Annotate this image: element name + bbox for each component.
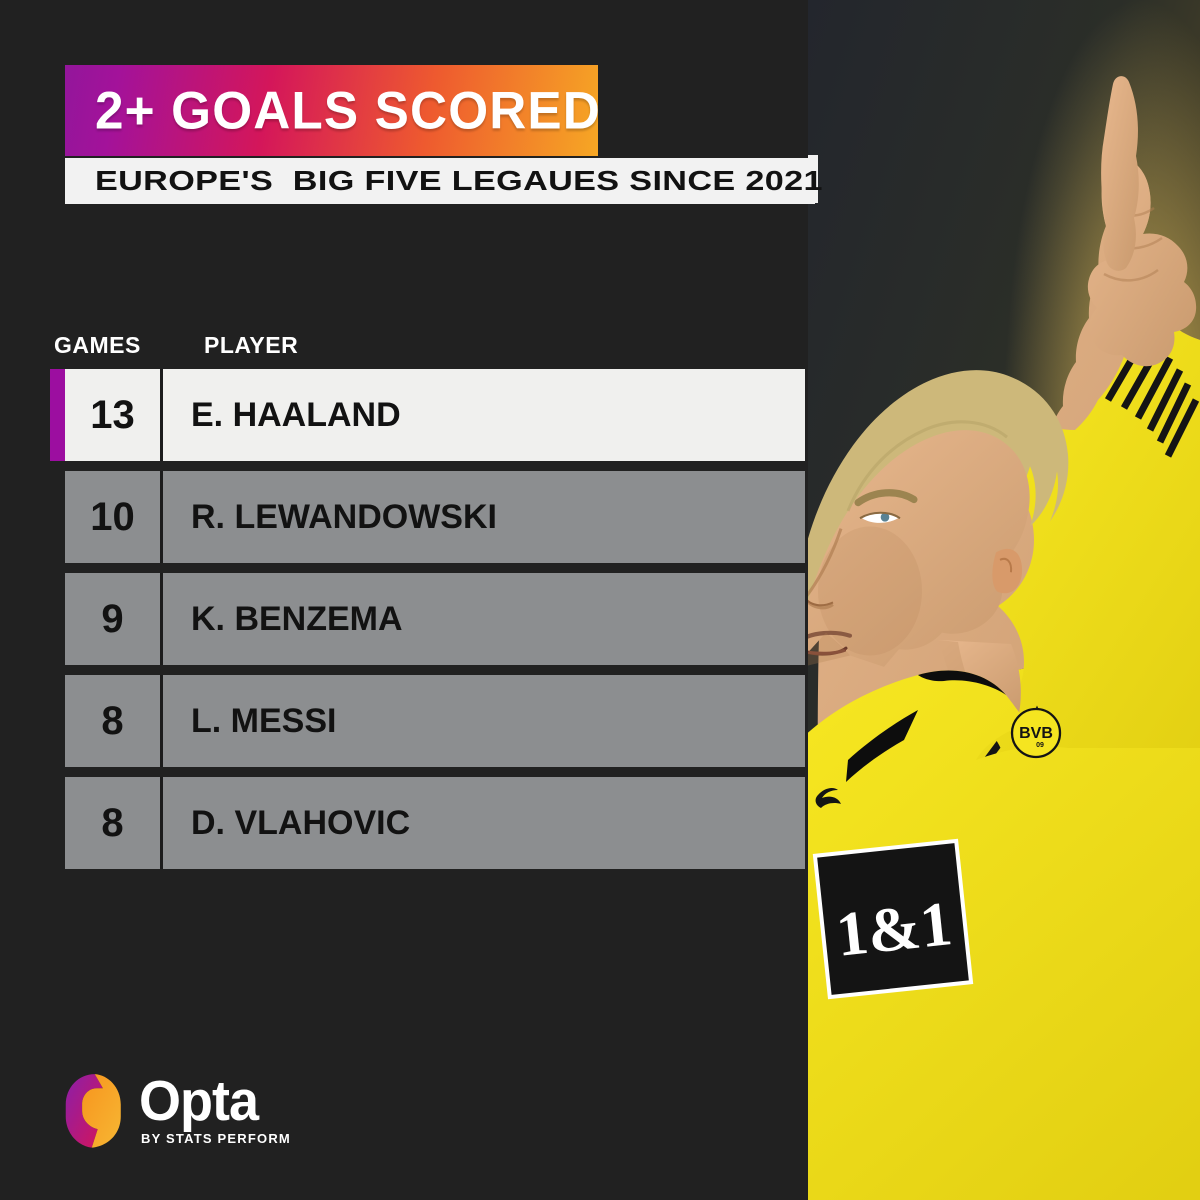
svg-text:09: 09 [1036,742,1044,749]
svg-text:BVB: BVB [1019,725,1053,742]
svg-text:1&1: 1&1 [833,888,955,970]
